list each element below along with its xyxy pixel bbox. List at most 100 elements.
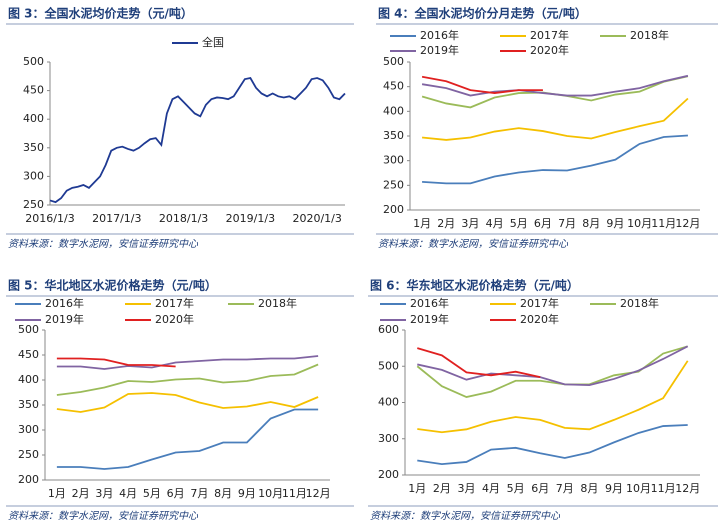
y-tick-label: 400 [23,112,44,125]
y-tick-label: 250 [383,178,404,191]
x-tick-label: 6月 [531,482,549,495]
legend-label: 2020年 [520,312,559,326]
y-tick-label: 400 [18,373,39,386]
x-tick-label: 7月 [558,217,576,230]
legend-label: 2019年 [410,312,449,326]
x-tick-label: 12月 [306,487,331,500]
x-tick-label: 4月 [486,217,504,230]
legend-label: 2018年 [620,296,659,310]
legend-label: 2019年 [420,43,459,57]
legend-label: 全国 [202,35,224,49]
y-tick-label: 350 [23,141,44,154]
x-tick-label: 1月 [408,482,426,495]
series-line [417,360,689,434]
y-tick-label: 500 [383,55,404,68]
x-tick-label: 9月 [606,217,624,230]
legend-label: 2017年 [520,296,559,310]
series-line [56,357,176,368]
series-line [422,134,688,185]
y-tick-label: 500 [23,55,44,68]
x-tick-label: 4月 [482,482,500,495]
series-line [417,345,689,387]
series-line [416,345,688,399]
x-tick-label: 2017/1/3 [92,212,141,225]
series-line [56,408,319,470]
x-tick-label: 2016/1/3 [25,212,74,225]
x-tick-label: 2020/1/3 [292,212,341,225]
x-tick-label: 9月 [605,482,623,495]
panel-title: 图 4：全国水泥均价分月走势（元/吨） [378,6,587,21]
legend-label: 2018年 [630,28,669,42]
x-tick-label: 2018/1/3 [159,212,208,225]
y-tick-label: 450 [23,84,44,97]
series-line [421,75,689,109]
series-line [56,355,319,370]
legend-label: 2019年 [45,312,84,326]
y-tick-label: 250 [18,448,39,461]
x-tick-label: 1月 [413,217,431,230]
x-tick-label: 8月 [214,487,232,500]
x-tick-label: 2019/1/3 [226,212,275,225]
series-line [417,424,688,466]
series-line [56,392,319,413]
x-tick-label: 2月 [437,217,455,230]
x-tick-label: 11月 [651,482,676,495]
series-line [56,363,319,396]
y-tick-label: 350 [18,398,39,411]
y-tick-label: 300 [23,169,44,182]
y-tick-label: 250 [23,198,44,211]
x-tick-label: 6月 [167,487,185,500]
legend-label: 2017年 [530,28,569,42]
x-tick-label: 4月 [119,487,137,500]
x-tick-label: 5月 [507,482,525,495]
x-tick-label: 1月 [48,487,66,500]
x-tick-label: 8月 [582,217,600,230]
series-line [421,74,689,97]
y-tick-label: 600 [378,323,399,336]
series-line [417,347,541,379]
x-tick-label: 3月 [95,487,113,500]
source-note: 资料来源：数字水泥网，安信证券研究中心 [8,238,199,250]
x-tick-label: 8月 [580,482,598,495]
legend-label: 2020年 [530,43,569,57]
panel-title: 图 3：全国水泥均价走势（元/吨） [8,6,193,21]
x-tick-label: 11月 [282,487,307,500]
x-tick-label: 3月 [461,217,479,230]
y-tick-label: 500 [378,359,399,372]
x-tick-label: 5月 [510,217,528,230]
x-tick-label: 7月 [556,482,574,495]
panel-title: 图 6：华东地区水泥价格走势（元/吨） [370,278,579,293]
legend-label: 2016年 [45,296,84,310]
x-tick-label: 11月 [651,217,676,230]
x-tick-label: 2月 [433,482,451,495]
panel-title: 图 5：华北地区水泥价格走势（元/吨） [8,278,217,293]
x-tick-label: 9月 [238,487,256,500]
legend-label: 2017年 [155,296,194,310]
y-tick-label: 450 [383,80,404,93]
x-tick-label: 3月 [457,482,475,495]
x-tick-label: 6月 [534,217,552,230]
source-note: 资料来源：数字水泥网，安信证券研究中心 [8,510,199,522]
y-tick-label: 400 [383,104,404,117]
x-tick-label: 10月 [258,487,283,500]
y-tick-label: 200 [383,203,404,216]
y-tick-label: 350 [383,129,404,142]
x-tick-label: 10月 [627,217,652,230]
y-tick-label: 450 [18,348,39,361]
y-tick-label: 500 [18,323,39,336]
x-tick-label: 10月 [626,482,651,495]
x-tick-label: 12月 [675,482,700,495]
legend-label: 2020年 [155,312,194,326]
y-tick-label: 200 [378,468,399,481]
y-tick-label: 300 [383,154,404,167]
series-line [421,97,689,141]
series-line [49,77,346,204]
legend-label: 2018年 [258,296,297,310]
y-tick-label: 200 [18,473,39,486]
x-tick-label: 12月 [675,217,700,230]
y-tick-label: 400 [378,396,399,409]
source-note: 资料来源：数字水泥网，安信证券研究中心 [370,510,561,522]
x-tick-label: 2月 [72,487,90,500]
series-line [421,75,543,94]
